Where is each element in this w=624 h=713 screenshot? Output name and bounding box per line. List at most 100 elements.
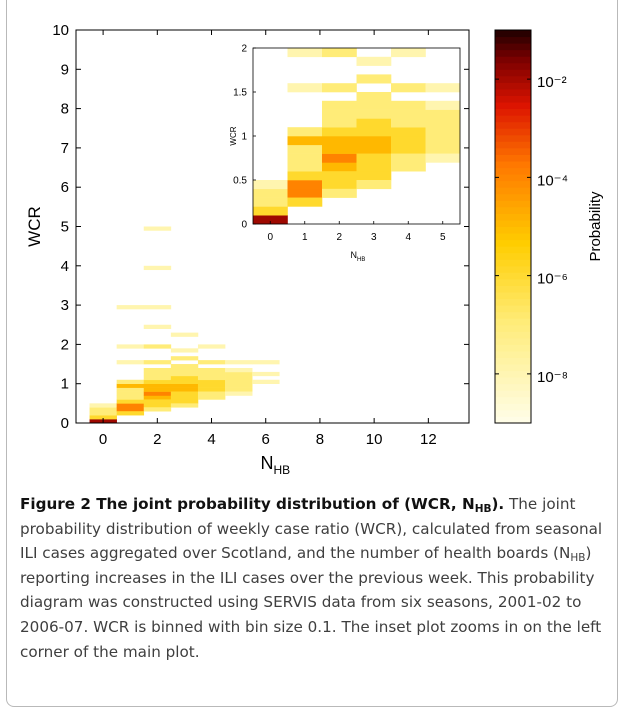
inset-cell-49 bbox=[391, 144, 426, 154]
inset-cell-7 bbox=[287, 171, 323, 181]
inset-x-tick-label-5: 5 bbox=[440, 232, 446, 243]
colorbar-band-54 bbox=[495, 62, 531, 70]
inset-cell-25 bbox=[322, 118, 357, 128]
colorbar-tick-label-0: 10⁻² bbox=[537, 74, 567, 91]
heatmap-cell-20 bbox=[143, 383, 172, 388]
heatmap-cell-50 bbox=[197, 391, 226, 396]
inset-cell-19 bbox=[322, 144, 357, 154]
inset-x-tick-label-0: 0 bbox=[267, 232, 273, 243]
colorbar-band-49 bbox=[495, 95, 531, 103]
colorbar-band-40 bbox=[495, 154, 531, 162]
colorbar-band-27 bbox=[495, 239, 531, 247]
inset-cell-53 bbox=[391, 118, 426, 128]
inset-cell-12 bbox=[287, 136, 323, 146]
colorbar-band-55 bbox=[495, 56, 531, 64]
inset-y-tick-label-0: 0 bbox=[241, 220, 247, 231]
colorbar-band-31 bbox=[495, 213, 531, 221]
heatmap-cell-3 bbox=[89, 407, 117, 412]
colorbar-band-9 bbox=[495, 357, 531, 365]
heatmap-cell-54 bbox=[197, 371, 226, 377]
inset-cell-40 bbox=[356, 127, 392, 137]
inset-cell-58 bbox=[425, 127, 461, 137]
colorbar-band-13 bbox=[495, 331, 531, 339]
inset-cell-56 bbox=[391, 83, 426, 93]
colorbar-band-26 bbox=[495, 246, 531, 254]
colorbar-band-53 bbox=[495, 69, 531, 77]
colorbar-band-20 bbox=[495, 285, 531, 293]
heatmap-cell-47 bbox=[170, 332, 199, 337]
inset-cell-45 bbox=[356, 74, 392, 84]
x-tick-label-12: 12 bbox=[420, 431, 437, 448]
colorbar-band-57 bbox=[495, 43, 531, 51]
inset-cell-44 bbox=[356, 92, 392, 102]
inset-cell-9 bbox=[287, 162, 323, 172]
heatmap-cell-23 bbox=[143, 407, 172, 412]
colorbar-band-59 bbox=[495, 30, 531, 38]
colorbar-band-3 bbox=[495, 396, 531, 404]
colorbar-band-24 bbox=[495, 259, 531, 267]
colorbar-band-44 bbox=[495, 128, 531, 136]
inset-cell-51 bbox=[391, 162, 426, 172]
inset-cell-6 bbox=[287, 180, 323, 190]
heatmap-cell-36 bbox=[170, 391, 199, 396]
y-axis-label: WCR bbox=[25, 206, 44, 247]
inset-cell-36 bbox=[356, 153, 392, 163]
colorbar-band-48 bbox=[495, 102, 531, 110]
inset-cell-16 bbox=[287, 83, 323, 93]
colorbar-band-16 bbox=[495, 311, 531, 319]
colorbar-band-23 bbox=[495, 265, 531, 273]
colorbar-band-45 bbox=[495, 121, 531, 129]
colorbar-band-36 bbox=[495, 180, 531, 188]
colorbar-band-38 bbox=[495, 167, 531, 175]
heatmap-cell-49 bbox=[197, 387, 226, 392]
heatmap-cell-40 bbox=[170, 379, 199, 384]
heatmap-cell-12 bbox=[116, 383, 145, 388]
heatmap-cell-37 bbox=[170, 395, 199, 400]
colorbar-band-21 bbox=[495, 278, 531, 286]
colorbar-band-37 bbox=[495, 174, 531, 182]
heatmap-cell-1 bbox=[89, 415, 117, 420]
colorbar-band-12 bbox=[495, 337, 531, 345]
inset-cell-14 bbox=[287, 48, 323, 58]
heatmap-cell-5 bbox=[116, 407, 145, 412]
heatmap-cell-14 bbox=[116, 344, 145, 349]
heatmap-cell-22 bbox=[143, 403, 172, 408]
heatmap-cell-17 bbox=[143, 395, 172, 400]
heatmap-cell-33 bbox=[143, 226, 172, 231]
heatmap-cell-21 bbox=[143, 399, 172, 404]
colorbar-label: Probability bbox=[587, 191, 604, 262]
colorbar-band-50 bbox=[495, 88, 531, 96]
x-tick-label-6: 6 bbox=[262, 431, 270, 448]
colorbar-band-56 bbox=[495, 49, 531, 57]
inset-cell-57 bbox=[391, 48, 426, 58]
heatmap-cell-60 bbox=[225, 371, 253, 377]
heatmap-cell-63 bbox=[225, 391, 253, 396]
heatmap-cell-62 bbox=[225, 387, 253, 392]
inset-cell-42 bbox=[356, 109, 392, 119]
heatmap-cell-64 bbox=[225, 367, 253, 373]
inset-cell-52 bbox=[391, 127, 426, 137]
inset-cell-23 bbox=[322, 188, 357, 198]
colorbar-band-29 bbox=[495, 226, 531, 234]
heatmap-cell-53 bbox=[197, 375, 226, 381]
inset-cell-64 bbox=[425, 100, 461, 110]
heatmap-cell-10 bbox=[116, 391, 145, 396]
inset-cell-21 bbox=[322, 171, 357, 181]
x-tick-label-8: 8 bbox=[316, 431, 324, 448]
inset-cell-28 bbox=[322, 83, 357, 93]
inset-cell-63 bbox=[425, 153, 461, 163]
heatmap-cell-18 bbox=[143, 391, 172, 396]
caption-body-sub: HB bbox=[570, 552, 586, 565]
heatmap-cell-13 bbox=[116, 379, 145, 384]
inset-cell-10 bbox=[287, 153, 323, 163]
inset-cell-1 bbox=[253, 206, 288, 216]
x-tick-label-2: 2 bbox=[153, 431, 161, 448]
colorbar-band-17 bbox=[495, 305, 531, 313]
colorbar-band-46 bbox=[495, 115, 531, 123]
colorbar-band-22 bbox=[495, 272, 531, 280]
inset-cell-11 bbox=[287, 144, 323, 154]
inset-cell-34 bbox=[356, 136, 392, 146]
colorbar-band-34 bbox=[495, 193, 531, 201]
colorbar-tick-label-3: 10⁻⁸ bbox=[537, 369, 568, 386]
heatmap-cell-35 bbox=[170, 387, 199, 392]
